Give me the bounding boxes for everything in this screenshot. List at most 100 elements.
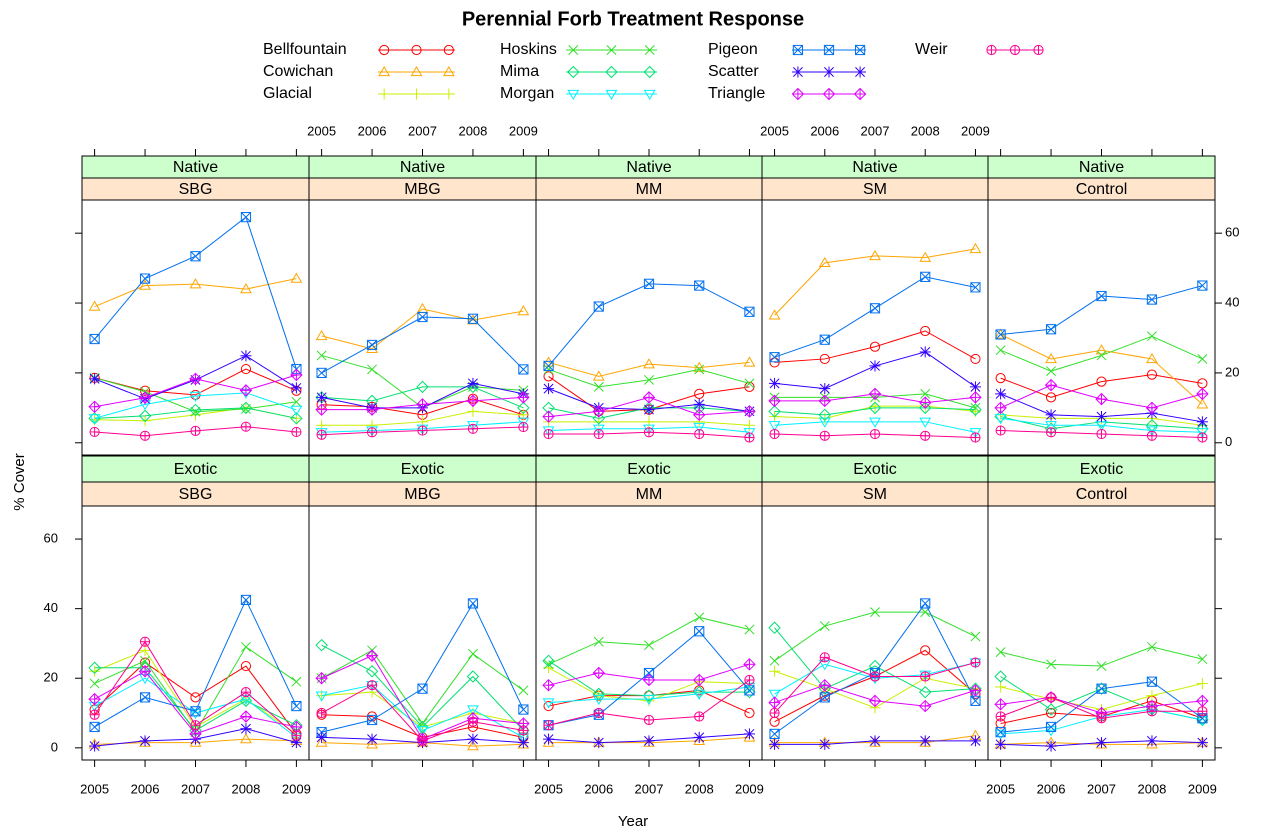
legend-label: Cowichan	[263, 63, 333, 80]
marker-part	[1146, 426, 1158, 437]
data-point	[643, 416, 655, 428]
marker-part	[918, 685, 932, 699]
data-point	[315, 691, 328, 702]
data-point	[819, 383, 831, 395]
marker-part	[743, 685, 756, 699]
data-point	[1045, 707, 1057, 719]
data-point	[868, 387, 882, 401]
y-tick-label: 40	[44, 600, 58, 615]
data-point	[239, 694, 253, 708]
marker-part	[593, 636, 604, 647]
marker-part	[644, 45, 655, 55]
data-point	[1045, 392, 1057, 403]
data-point	[869, 249, 881, 261]
data-point	[642, 689, 656, 702]
data-point	[88, 692, 101, 706]
data-point	[139, 279, 151, 290]
marker-part	[240, 212, 251, 223]
marker-part	[643, 358, 655, 369]
marker-part	[769, 728, 780, 740]
marker-part	[970, 353, 981, 365]
strip-treatment-label: SM	[863, 181, 887, 198]
legend-symbol	[378, 44, 455, 56]
data-point	[1146, 706, 1158, 717]
marker-part	[769, 716, 780, 727]
data-point	[367, 364, 378, 375]
marker-part	[190, 389, 201, 401]
data-point	[593, 707, 604, 719]
data-point	[1146, 430, 1158, 441]
data-point	[693, 731, 705, 743]
data-point	[1045, 427, 1057, 438]
x-tick-label: 2006	[358, 123, 387, 138]
marker-part	[593, 301, 604, 312]
data-point	[517, 391, 530, 404]
data-point	[290, 272, 303, 283]
marker-part	[1045, 721, 1057, 733]
marker-part	[823, 44, 835, 56]
data-point	[543, 364, 554, 375]
data-point	[643, 694, 655, 706]
strip-origin-label: Exotic	[401, 461, 445, 478]
data-point	[592, 424, 605, 435]
data-point	[290, 368, 303, 382]
strip-treatment-label: MBG	[404, 181, 440, 198]
data-point	[994, 401, 1007, 415]
data-point	[744, 381, 755, 392]
data-point	[517, 305, 530, 316]
series-line	[548, 686, 750, 704]
data-point	[416, 726, 429, 737]
data-point	[970, 695, 981, 706]
data-point	[694, 612, 705, 623]
data-point	[769, 428, 780, 440]
marker-part	[768, 405, 781, 418]
series-line	[94, 278, 297, 308]
data-point	[240, 687, 252, 698]
data-point	[543, 733, 555, 745]
marker-part	[291, 701, 302, 712]
data-point	[593, 301, 604, 312]
data-point	[995, 329, 1006, 340]
strip-origin	[308, 455, 537, 483]
y-tick-label: 60	[44, 530, 58, 545]
marker-part	[744, 624, 755, 635]
data-point	[517, 737, 529, 749]
data-point	[744, 685, 755, 696]
marker-part	[366, 339, 378, 351]
x-tick-label: 2009	[282, 781, 311, 796]
data-point	[970, 402, 981, 413]
data-point	[743, 658, 756, 671]
series-line	[94, 598, 297, 728]
marker-part	[643, 278, 655, 289]
data-point	[315, 638, 328, 652]
data-point	[517, 409, 529, 421]
marker-part	[189, 403, 202, 417]
marker-part	[367, 364, 378, 375]
data-point	[89, 678, 100, 689]
data-point	[316, 350, 327, 361]
panel-frame	[987, 199, 1216, 456]
x-tick-label: 2006	[584, 781, 613, 796]
marker-part	[89, 721, 100, 732]
data-point	[1096, 713, 1107, 724]
data-point	[291, 396, 302, 407]
strip-treatment-label: MM	[636, 486, 663, 503]
marker-part	[1045, 707, 1057, 719]
data-point	[240, 723, 252, 735]
marker-part	[1146, 294, 1158, 305]
marker-part	[1096, 291, 1107, 302]
legend-label: Morgan	[500, 85, 554, 102]
data-point	[1146, 369, 1158, 380]
data-point	[315, 736, 328, 747]
marker-part	[818, 408, 832, 422]
data-point	[995, 345, 1006, 356]
x-tick-label: 2005	[307, 123, 336, 138]
data-point	[417, 425, 428, 436]
strip-treatment-label: Control	[1076, 486, 1128, 503]
marker-part	[518, 704, 529, 715]
data-point	[920, 598, 931, 609]
data-point	[1197, 353, 1208, 364]
marker-part	[824, 45, 834, 55]
marker-part	[918, 401, 932, 415]
